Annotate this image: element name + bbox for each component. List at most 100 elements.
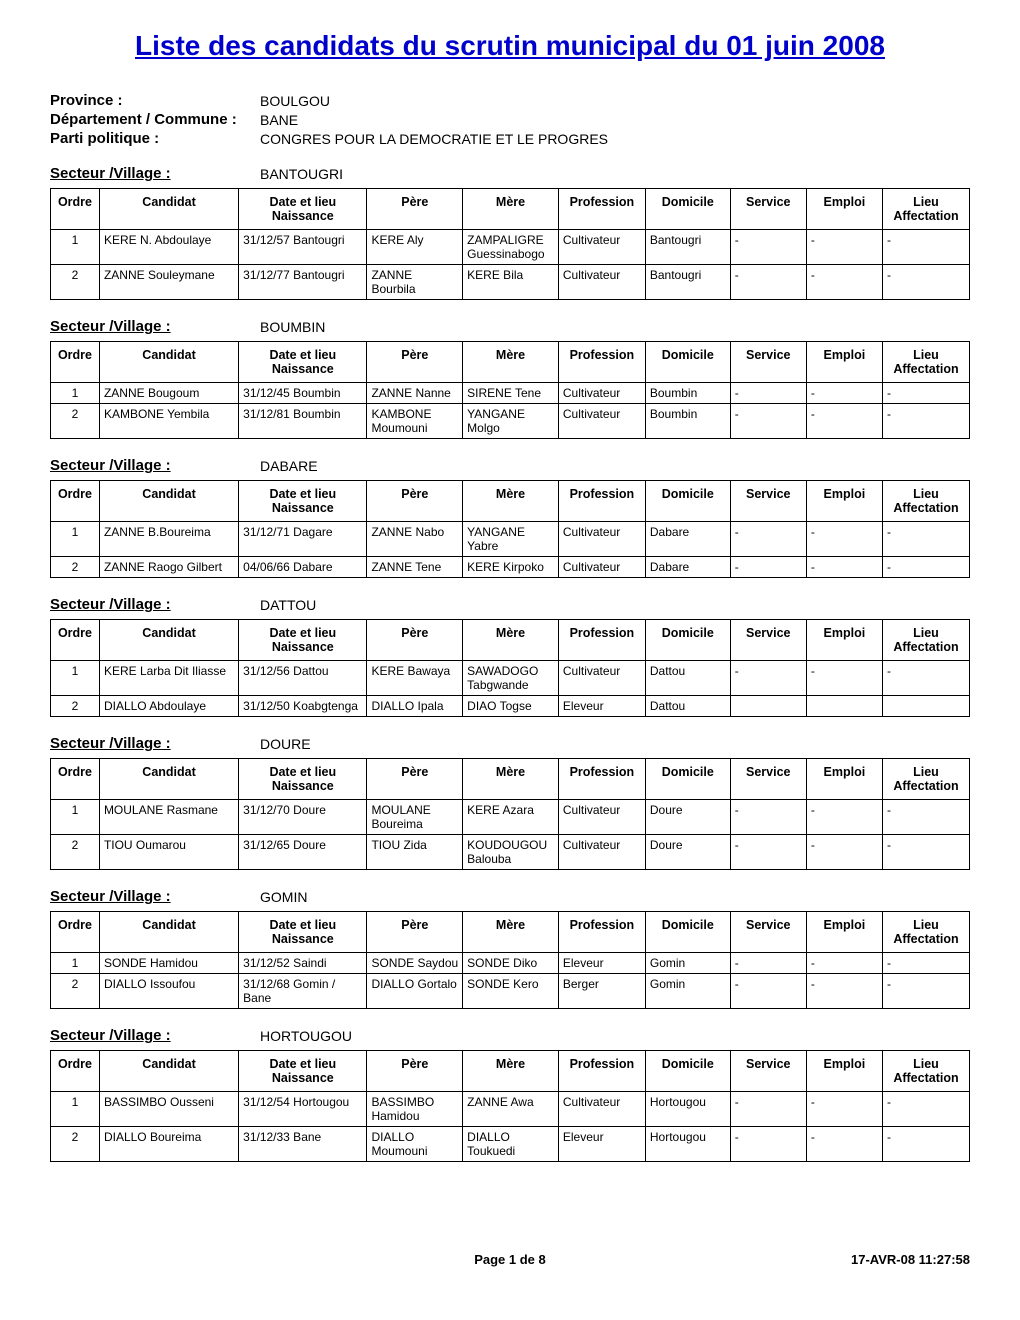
parti-label: Parti politique : — [50, 130, 260, 147]
column-header: Lieu Affectation — [882, 759, 969, 800]
table-cell: SAWADOGO Tabgwande — [463, 661, 559, 696]
column-header: Domicile — [645, 481, 730, 522]
table-cell: - — [882, 835, 969, 870]
table-cell: - — [730, 557, 806, 578]
column-header: Date et lieu Naissance — [239, 342, 367, 383]
table-cell: Dabare — [645, 557, 730, 578]
table-cell: DIALLO Ipala — [367, 696, 463, 717]
table-cell: - — [730, 1092, 806, 1127]
table-cell: Hortougou — [645, 1092, 730, 1127]
column-header: Service — [730, 189, 806, 230]
column-header: Père — [367, 620, 463, 661]
page-title: Liste des candidats du scrutin municipal… — [50, 30, 970, 62]
column-header: Emploi — [806, 189, 882, 230]
column-header: Père — [367, 481, 463, 522]
table-row: 2ZANNE Raogo Gilbert04/06/66 DabareZANNE… — [51, 557, 970, 578]
column-header: Service — [730, 759, 806, 800]
province-value: BOULGOU — [260, 92, 330, 109]
column-header: Date et lieu Naissance — [239, 912, 367, 953]
table-cell: TIOU Oumarou — [99, 835, 238, 870]
table-cell: Berger — [558, 974, 645, 1009]
table-cell: KERE Larba Dit Iliasse — [99, 661, 238, 696]
table-cell: - — [730, 974, 806, 1009]
column-header: Domicile — [645, 620, 730, 661]
table-cell: Cultivateur — [558, 1092, 645, 1127]
table-cell: Cultivateur — [558, 404, 645, 439]
table-cell: Doure — [645, 835, 730, 870]
table-row: 1BASSIMBO Ousseni31/12/54 HortougouBASSI… — [51, 1092, 970, 1127]
table-cell: Gomin — [645, 953, 730, 974]
table-cell: - — [806, 383, 882, 404]
table-row: 1ZANNE Bougoum31/12/45 BoumbinZANNE Nann… — [51, 383, 970, 404]
meta-block: Province : BOULGOU Département / Commune… — [50, 92, 970, 147]
column-header: Père — [367, 189, 463, 230]
table-cell: ZANNE Nanne — [367, 383, 463, 404]
column-header: Candidat — [99, 759, 238, 800]
table-row: 1ZANNE B.Boureima31/12/71 DagareZANNE Na… — [51, 522, 970, 557]
column-header: Service — [730, 912, 806, 953]
table-cell: ZANNE Raogo Gilbert — [99, 557, 238, 578]
column-header: Candidat — [99, 912, 238, 953]
table-cell: Dabare — [645, 522, 730, 557]
table-row: 2TIOU Oumarou31/12/65 DoureTIOU ZidaKOUD… — [51, 835, 970, 870]
table-cell: - — [882, 404, 969, 439]
candidate-table: OrdreCandidatDate et lieu NaissancePèreM… — [50, 341, 970, 439]
column-header: Service — [730, 1051, 806, 1092]
table-cell: - — [806, 404, 882, 439]
table-cell: ZANNE Souleymane — [99, 265, 238, 300]
column-header: Candidat — [99, 189, 238, 230]
column-header: Mère — [463, 342, 559, 383]
column-header: Profession — [558, 759, 645, 800]
table-cell: KERE Bila — [463, 265, 559, 300]
table-cell: TIOU Zida — [367, 835, 463, 870]
sector-name: DABARE — [260, 457, 318, 474]
column-header: Lieu Affectation — [882, 189, 969, 230]
sector-header: Secteur /Village :BANTOUGRI — [50, 165, 970, 182]
table-cell: KOUDOUGOU Balouba — [463, 835, 559, 870]
sector-label: Secteur /Village : — [50, 318, 260, 335]
sector-header: Secteur /Village :GOMIN — [50, 888, 970, 905]
table-cell: 31/12/57 Bantougri — [239, 230, 367, 265]
column-header: Service — [730, 620, 806, 661]
column-header: Ordre — [51, 342, 100, 383]
table-cell: Cultivateur — [558, 265, 645, 300]
sector-header: Secteur /Village :BOUMBIN — [50, 318, 970, 335]
sector-name: BOUMBIN — [260, 318, 325, 335]
table-cell: SONDE Saydou — [367, 953, 463, 974]
table-cell: ZANNE Bougoum — [99, 383, 238, 404]
table-cell: 31/12/68 Gomin / Bane — [239, 974, 367, 1009]
sector-label: Secteur /Village : — [50, 596, 260, 613]
table-cell: - — [882, 557, 969, 578]
sector-name: HORTOUGOU — [260, 1027, 352, 1044]
table-cell: 31/12/65 Doure — [239, 835, 367, 870]
table-cell: DIALLO Issoufou — [99, 974, 238, 1009]
table-cell — [806, 696, 882, 717]
table-cell: SIRENE Tene — [463, 383, 559, 404]
commune-value: BANE — [260, 111, 298, 128]
table-cell: 31/12/45 Boumbin — [239, 383, 367, 404]
table-cell: YANGANE Yabre — [463, 522, 559, 557]
table-cell: KAMBONE Yembila — [99, 404, 238, 439]
table-cell: - — [882, 953, 969, 974]
table-cell: Cultivateur — [558, 661, 645, 696]
table-row: 2DIALLO Issoufou31/12/68 Gomin / BaneDIA… — [51, 974, 970, 1009]
column-header: Emploi — [806, 620, 882, 661]
table-row: 1KERE Larba Dit Iliasse31/12/56 DattouKE… — [51, 661, 970, 696]
table-cell: Cultivateur — [558, 522, 645, 557]
column-header: Ordre — [51, 481, 100, 522]
candidate-table: OrdreCandidatDate et lieu NaissancePèreM… — [50, 188, 970, 300]
column-header: Mère — [463, 620, 559, 661]
table-cell: 31/12/50 Koabgtenga — [239, 696, 367, 717]
table-cell: - — [882, 1127, 969, 1162]
sector-label: Secteur /Village : — [50, 1027, 260, 1044]
table-cell: Boumbin — [645, 383, 730, 404]
column-header: Mère — [463, 759, 559, 800]
column-header: Domicile — [645, 189, 730, 230]
table-cell: - — [730, 800, 806, 835]
table-cell: - — [806, 800, 882, 835]
column-header: Candidat — [99, 481, 238, 522]
table-cell: Eleveur — [558, 953, 645, 974]
table-cell: 31/12/71 Dagare — [239, 522, 367, 557]
table-cell: - — [806, 557, 882, 578]
table-cell: - — [882, 1092, 969, 1127]
